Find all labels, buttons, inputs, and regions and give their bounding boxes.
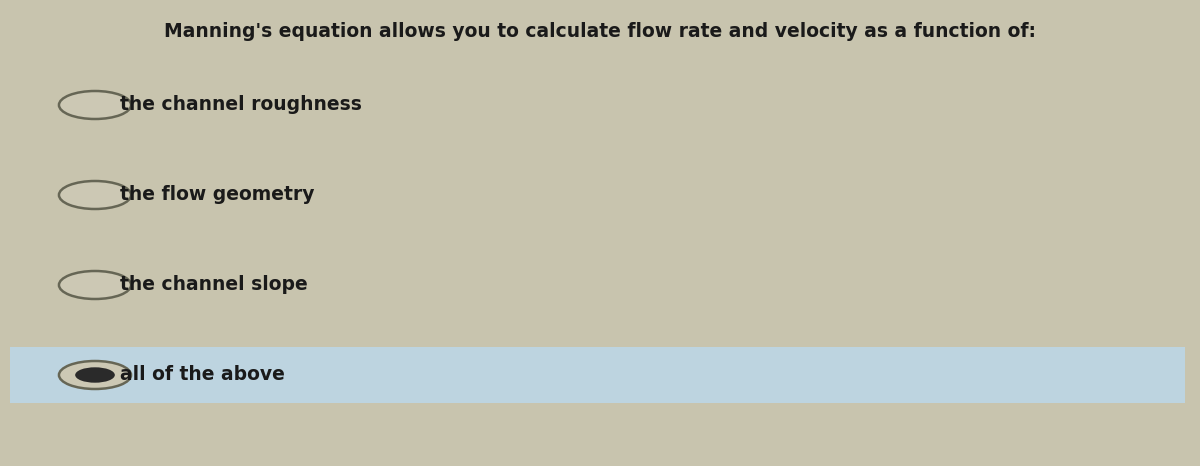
FancyBboxPatch shape — [10, 347, 1186, 403]
Text: the flow geometry: the flow geometry — [120, 185, 314, 205]
Ellipse shape — [59, 271, 131, 299]
Ellipse shape — [59, 361, 131, 389]
Ellipse shape — [76, 367, 115, 383]
Ellipse shape — [59, 91, 131, 119]
Text: all of the above: all of the above — [120, 365, 284, 384]
Ellipse shape — [59, 181, 131, 209]
Text: the channel roughness: the channel roughness — [120, 96, 362, 115]
Text: the channel slope: the channel slope — [120, 275, 307, 295]
Text: Manning's equation allows you to calculate flow rate and velocity as a function : Manning's equation allows you to calcula… — [164, 22, 1036, 41]
